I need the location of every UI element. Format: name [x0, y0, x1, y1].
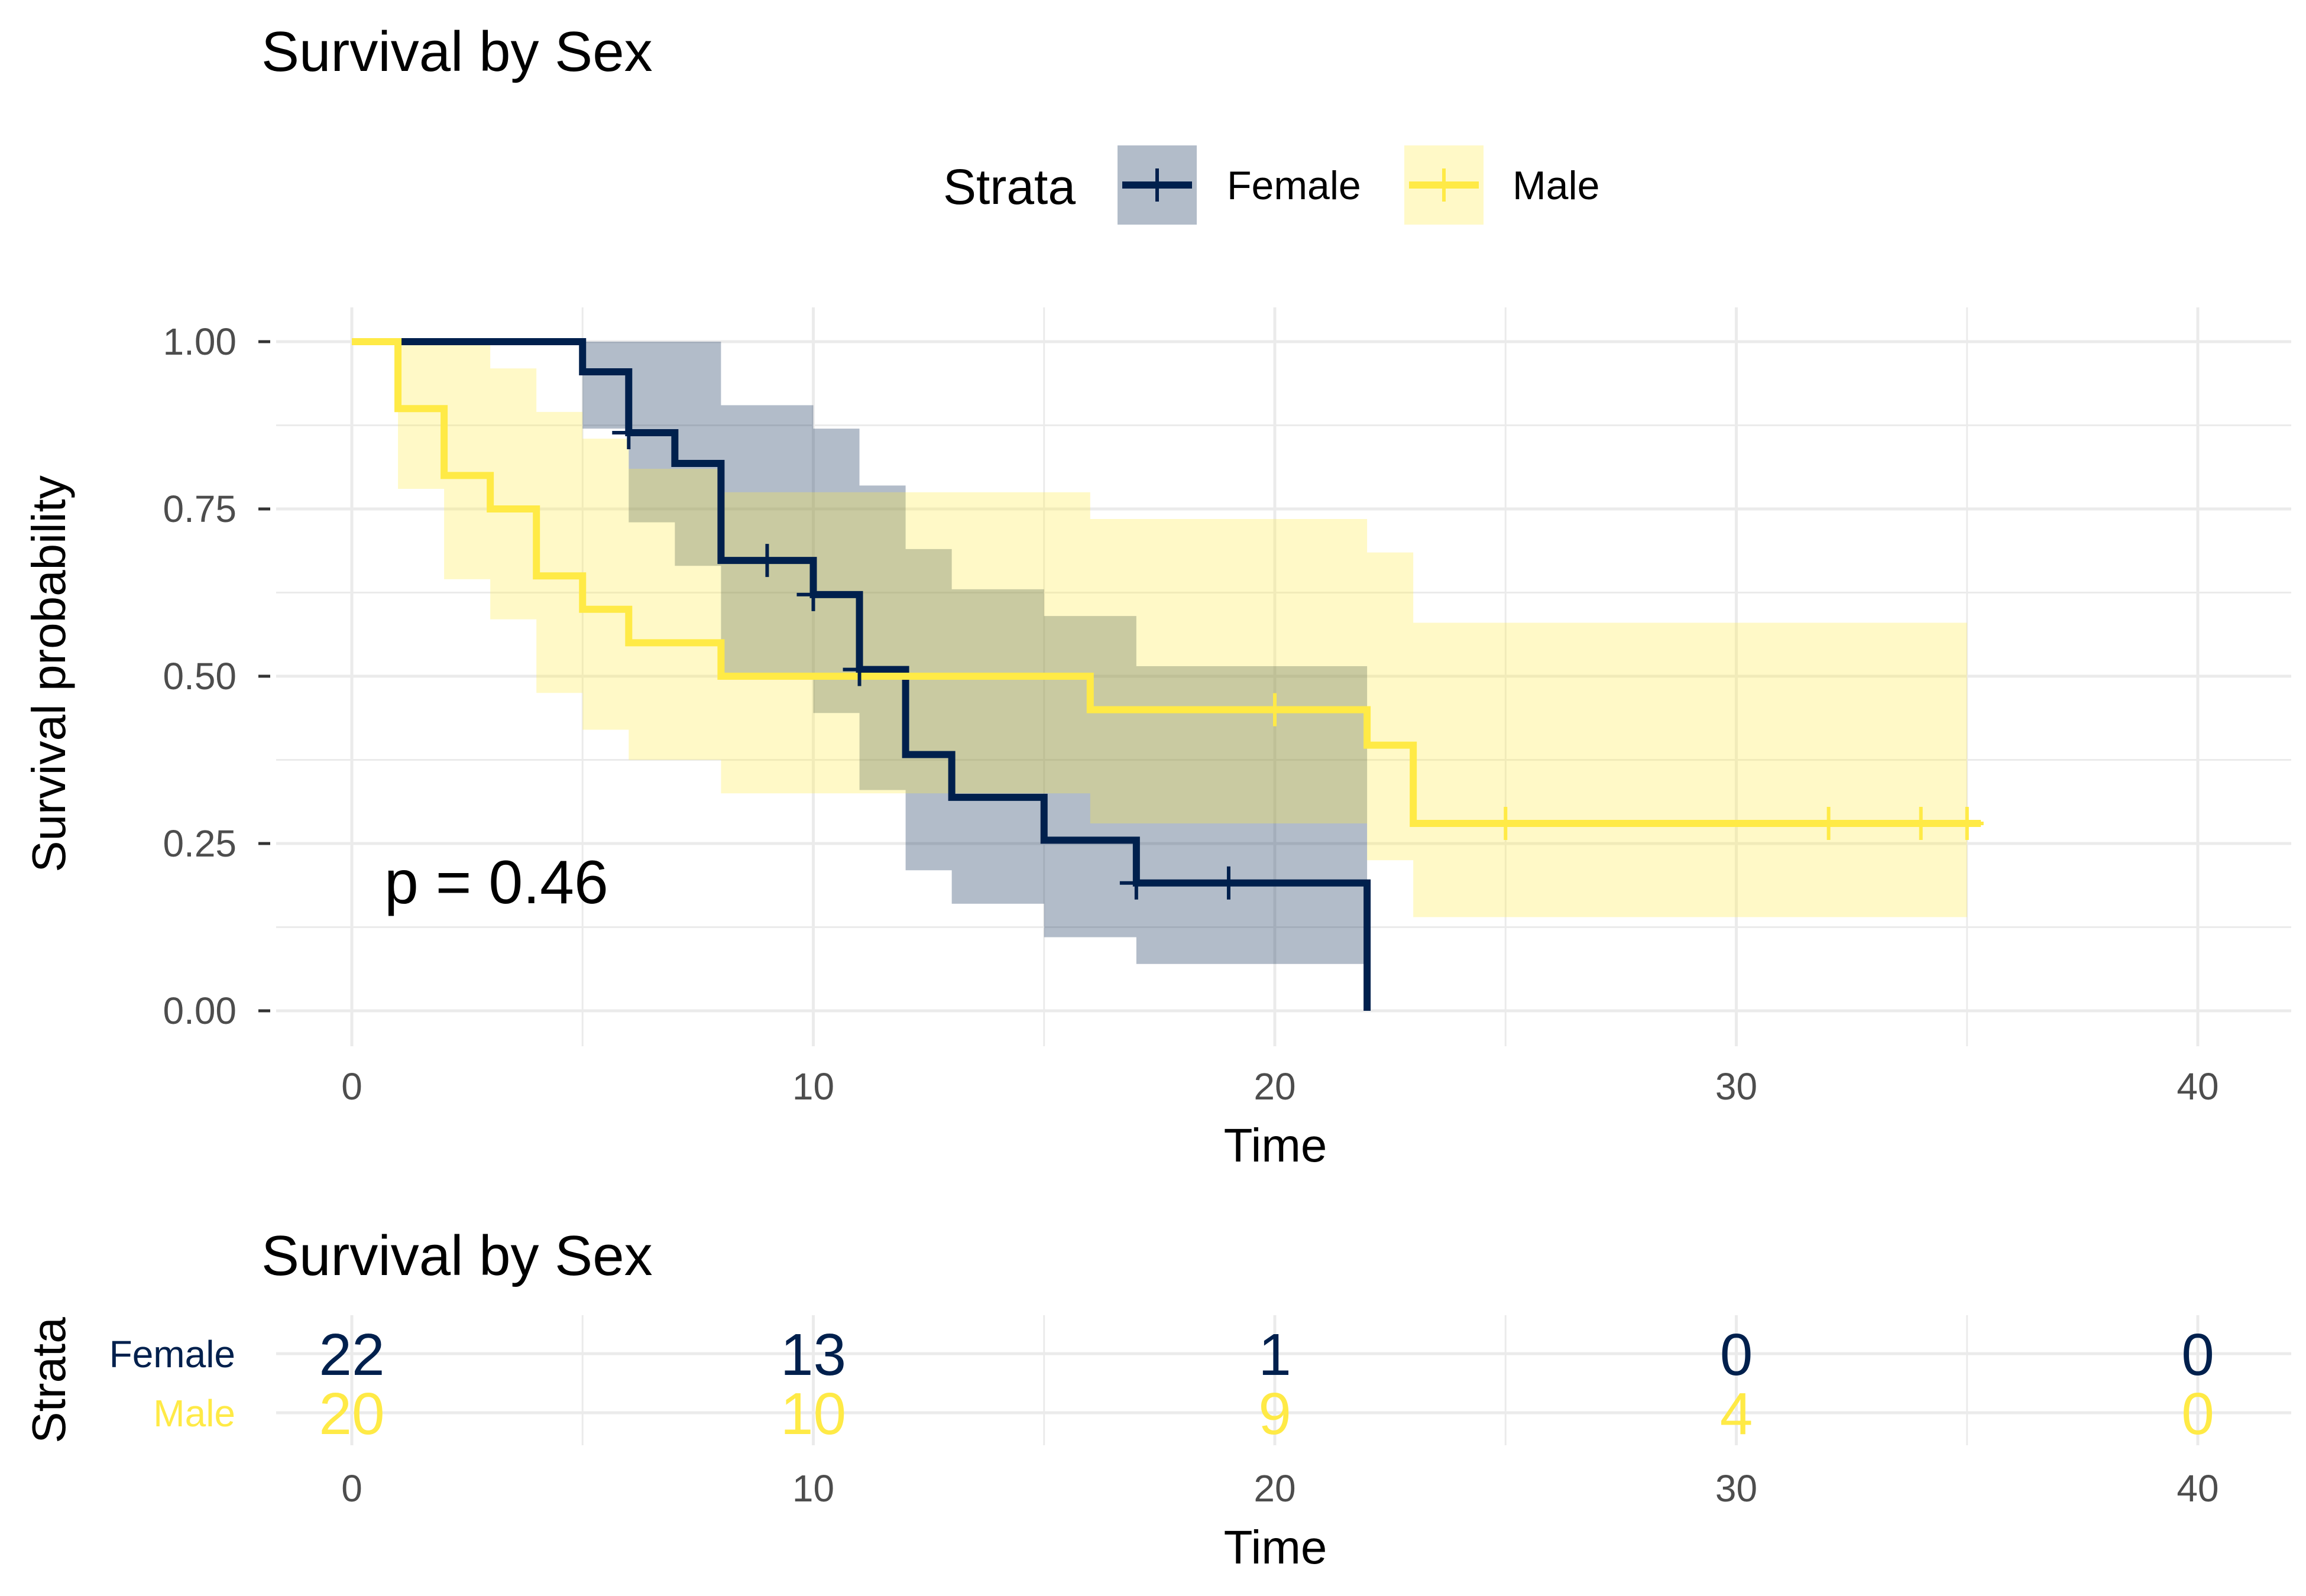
censor-male-3 [1904, 807, 1938, 841]
risk-count-female: 0 [1720, 1322, 1753, 1388]
risk-table: 22 13 1 0 020 10 9 4 00 10 20 30 40 [319, 1322, 2218, 1510]
axes-main: 0.00 0.25 0.50 0.75 1.00 0 10 20 30 40 [163, 320, 2218, 1108]
risk-count-male: 10 [780, 1381, 846, 1447]
risk-count-male: 4 [1720, 1381, 1753, 1447]
risk-count-male: 0 [2181, 1381, 2214, 1447]
risk-count-male: 9 [1258, 1381, 1291, 1447]
x-tick-label: 0 [341, 1065, 362, 1108]
risk-count-male: 20 [319, 1381, 384, 1447]
ci-band-male [352, 342, 1967, 917]
x-tick-label: 40 [2177, 1065, 2218, 1108]
legend-title: Strata [943, 159, 1076, 215]
curve-male [352, 338, 1981, 828]
censor-male-1 [1489, 807, 1523, 841]
risk-table-x-title: Time [1224, 1521, 1327, 1574]
risk-table-title: Survival by Sex [261, 1224, 653, 1287]
legend-label-male: Male [1512, 163, 1599, 208]
risk-x-tick-label: 40 [2177, 1467, 2218, 1510]
censor-female-0 [612, 416, 646, 449]
y-tick-label: 0.00 [163, 990, 237, 1032]
risk-x-tick-label: 10 [792, 1467, 834, 1510]
x-tick-label: 10 [792, 1065, 834, 1108]
plot-title: Survival by Sex [261, 20, 653, 83]
censor-male-0 [1258, 693, 1291, 726]
censor-female-2 [796, 578, 830, 611]
risk-count-female: 0 [2181, 1322, 2214, 1388]
risk-row-label-female: Female [109, 1333, 235, 1376]
risk-x-tick-label: 30 [1715, 1467, 1757, 1510]
risk-count-female: 13 [780, 1322, 846, 1388]
censor-male-2 [1812, 807, 1845, 841]
y-tick-label: 1.00 [163, 320, 237, 363]
censor-female-1 [750, 544, 784, 578]
censor-female-5 [1212, 866, 1245, 900]
risk-count-female: 22 [319, 1322, 384, 1388]
censor-female-3 [843, 653, 876, 686]
curve-female [352, 338, 1371, 1011]
legend-label-female: Female [1227, 163, 1361, 208]
legend: Strata Female Male [943, 145, 1599, 225]
risk-x-tick-label: 20 [1254, 1467, 1295, 1510]
y-axis-title: Survival probability [22, 475, 75, 872]
p-value-annotation: p = 0.46 [384, 848, 608, 917]
censor-male-4 [1950, 807, 1984, 841]
risk-table-y-title: Strata [22, 1317, 75, 1443]
grid-risk-table [276, 1315, 2291, 1445]
y-tick-label: 0.75 [163, 488, 237, 530]
survival-curves [352, 338, 1981, 1011]
y-tick-label: 0.25 [163, 822, 237, 865]
risk-count-female: 1 [1258, 1322, 1291, 1388]
censor-female-4 [1119, 866, 1153, 900]
x-tick-label: 20 [1254, 1065, 1295, 1108]
risk-x-tick-label: 0 [341, 1467, 362, 1510]
censor-marks [612, 416, 1984, 900]
x-axis-title: Time [1224, 1119, 1327, 1172]
y-tick-label: 0.50 [163, 655, 237, 698]
risk-row-label-male: Male [153, 1392, 235, 1435]
x-tick-label: 30 [1715, 1065, 1757, 1108]
